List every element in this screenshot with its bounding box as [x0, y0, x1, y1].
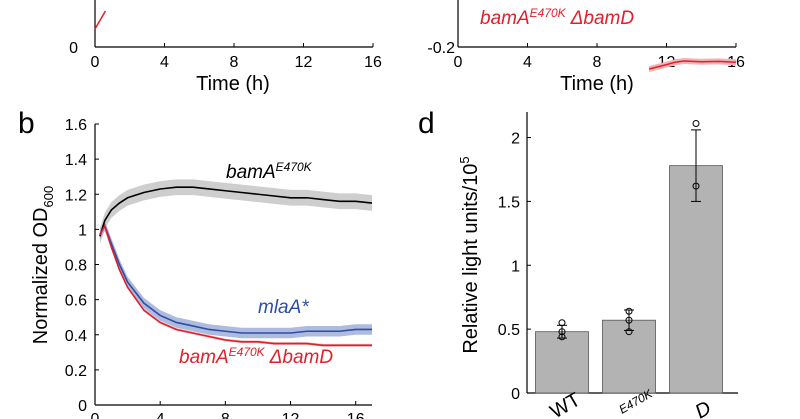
- panel-b-series-line-0: [99, 186, 373, 237]
- data-point-1-1: [625, 316, 633, 324]
- panel-c-series-label-bamA-deltaBamD: bamAE470K ΔbamD: [480, 6, 634, 29]
- panel-b-ytick-label-2: 0.4: [65, 328, 87, 345]
- panel-b-series-line-1: [99, 223, 372, 334]
- panel-a-x-label: Time (h): [196, 73, 270, 95]
- panel-d-y-label: Relative light units/105: [457, 156, 482, 353]
- series-label-bamA-E470K: bamAE470K: [226, 160, 313, 183]
- bar-1: [602, 319, 656, 394]
- data-point-0-0: [558, 333, 566, 341]
- data-point-1-0: [625, 328, 633, 336]
- panel-b-ytick-label-8: 1.6: [65, 117, 87, 134]
- panel-a: 0 4 8 12 16 0 Time (h): [69, 0, 382, 95]
- panel-b-ytick-label-0: 0: [78, 398, 87, 415]
- panel-c-ytick-neg02: -0.2: [427, 40, 455, 57]
- panel-c-xtick-label-4: 16: [727, 54, 745, 71]
- panel-d: d 00.511.52 Relative light units/105 WT …: [418, 107, 738, 419]
- panel-b-ytick-label-7: 1.4: [65, 152, 87, 169]
- panel-d-ytick-label-0: 0: [511, 386, 520, 403]
- panel-b-xtick-label-4: 16: [347, 411, 365, 419]
- bar-0: [535, 331, 589, 394]
- panel-a-xtick-label-4: 16: [364, 54, 382, 71]
- series-label-mlaA: mlaA*: [258, 297, 309, 318]
- panel-c-x-label: Time (h): [560, 73, 634, 95]
- panel-b-ytick-label-1: 0.2: [65, 363, 87, 380]
- panel-b-xtick-label-3: 12: [282, 411, 300, 419]
- panel-c-xtick-label-1: 4: [523, 54, 532, 71]
- panel-a-series-line: [94, 10, 107, 30]
- panel-a-xtick-label-3: 12: [295, 54, 313, 71]
- panel-c-series-line: [648, 60, 737, 70]
- panel-a-xtick-label-2: 8: [230, 54, 239, 71]
- data-point-1-2: [625, 307, 633, 315]
- panel-a-xtick-label-0: 0: [91, 54, 100, 71]
- bar-2: [669, 165, 723, 394]
- panel-b-label: b: [18, 107, 35, 140]
- panel-d-ytick-label-2: 1: [511, 258, 520, 275]
- panel-d-ytick-label-3: 1.5: [498, 194, 520, 211]
- panel-b-xtick-label-0: 0: [91, 411, 100, 419]
- series-label-bamA-E470K-deltaBamD: bamAE470K ΔbamD: [179, 345, 333, 368]
- panel-b-ytick-label-3: 0.6: [65, 293, 87, 310]
- data-point-2-0: [692, 182, 700, 190]
- data-point-0-2: [558, 319, 566, 327]
- panel-b-ytick-label-5: 1: [78, 222, 87, 239]
- panel-a-xtick-label-1: 4: [160, 54, 169, 71]
- panel-b-ytick-label-6: 1.2: [65, 187, 87, 204]
- panel-b: b 0 0.2 0.4 0.6 0.8 1 1.2 1.4 1.6 0 4 8 12 16 Normal…: [18, 107, 373, 419]
- data-point-0-1: [558, 328, 566, 336]
- data-point-2-1: [692, 119, 700, 127]
- panel-b-series-band-1: [99, 220, 372, 339]
- panel-c-xtick-label-0: 0: [454, 54, 463, 71]
- panel-d-ytick-label-4: 2: [511, 131, 520, 148]
- panel-c-xtick-label-2: 8: [593, 54, 602, 71]
- panel-a-ytick-0: 0: [69, 40, 78, 57]
- panel-b-series-line-2: [99, 223, 372, 347]
- panel-b-ytick-label-4: 0.8: [65, 258, 87, 275]
- panel-b-xtick-label-1: 4: [156, 411, 165, 419]
- panel-b-series-band-0: [99, 179, 372, 245]
- panel-d-label: d: [418, 107, 435, 140]
- panel-b-xtick-label-2: 8: [221, 411, 230, 419]
- panel-d-ytick-label-1: 0.5: [498, 322, 520, 339]
- category-label-bamA-E470K-deltaBamD: D: [692, 397, 716, 419]
- panel-b-y-label: Normalized OD600: [30, 186, 56, 344]
